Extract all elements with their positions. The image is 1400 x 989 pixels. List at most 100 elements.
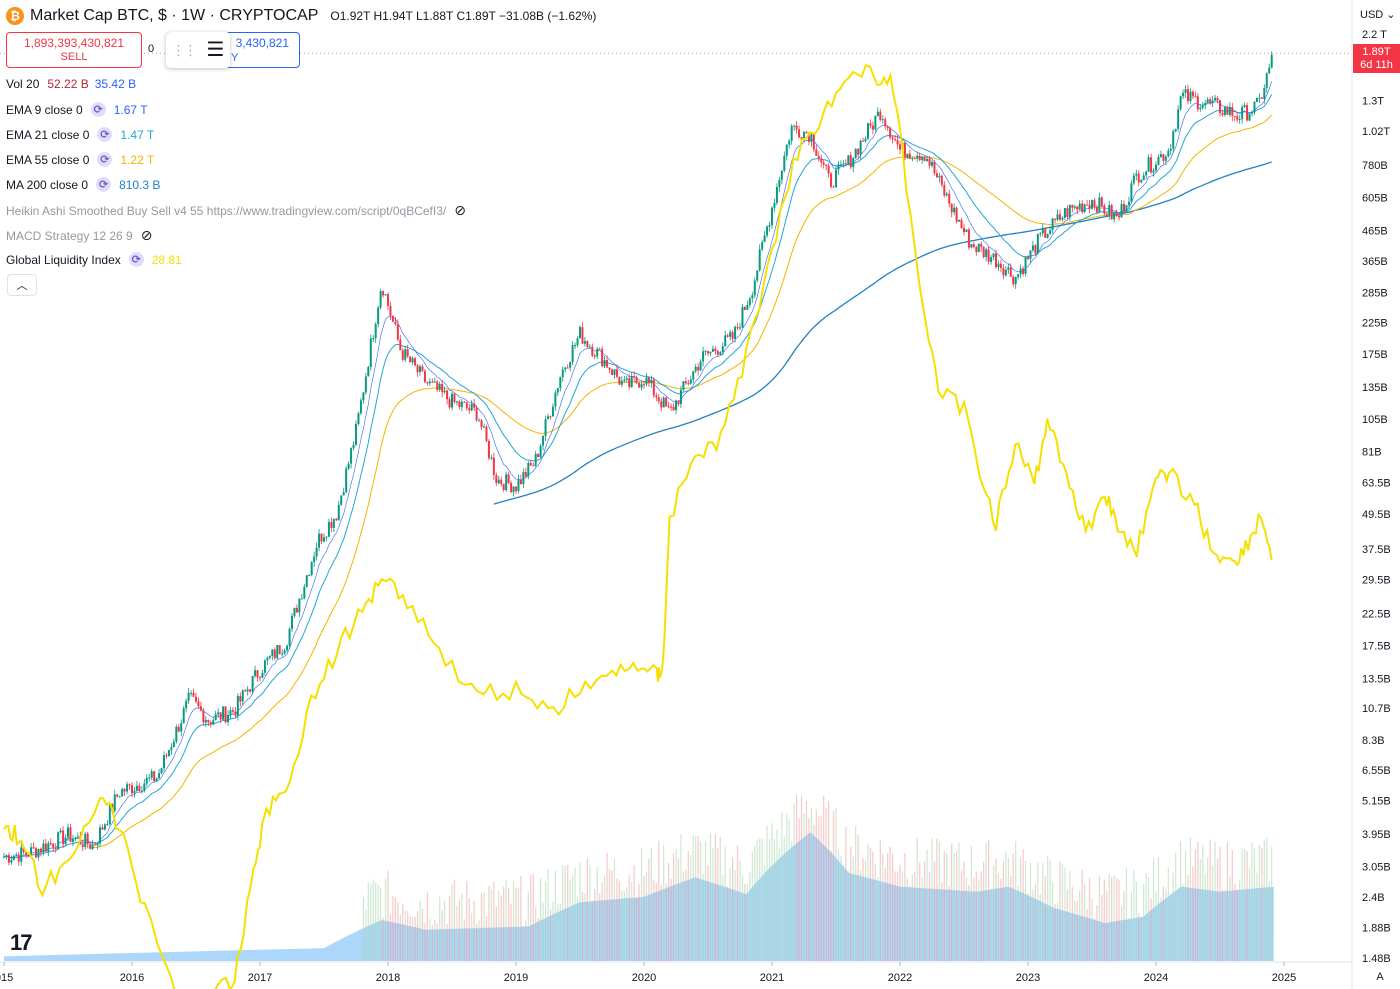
candle-body xyxy=(431,381,434,383)
legend-ema55[interactable]: EMA 55 close 0 ⟳ 1.22 T xyxy=(6,152,154,167)
volume-bar xyxy=(412,917,414,961)
currency-label: USD xyxy=(1360,9,1384,21)
price-tick-label: 465B xyxy=(1362,226,1388,238)
candle-body xyxy=(1022,268,1025,274)
volume-bar xyxy=(1209,839,1211,961)
legend-heikin-ashi[interactable]: Heikin Ashi Smoothed Buy Sell v4 55 http… xyxy=(6,202,466,219)
candle-body xyxy=(283,650,286,654)
candle-body xyxy=(517,479,520,492)
candle-body xyxy=(1091,200,1093,209)
volume-bar xyxy=(1017,885,1019,961)
price-tick-label: 22.5B xyxy=(1362,609,1391,621)
sell-button[interactable]: 1,893,393,430,821 SELL xyxy=(6,32,142,68)
volume-bar xyxy=(488,885,490,961)
legend-macd[interactable]: MACD Strategy 12 26 9 ⊘ xyxy=(6,227,152,244)
legend-ema9[interactable]: EMA 9 close 0 ⟳ 1.67 T xyxy=(6,102,148,117)
price-tick-label: 175B xyxy=(1362,349,1388,361)
hidden-eye-icon[interactable]: ⊘ xyxy=(140,227,153,243)
volume-bar xyxy=(367,882,369,961)
volume-bar xyxy=(714,833,716,961)
candle-body xyxy=(780,170,783,180)
volume-bar xyxy=(380,887,382,961)
volume-bar xyxy=(1098,875,1100,961)
candle-body xyxy=(1019,268,1022,275)
volume-bar xyxy=(663,845,665,961)
candle-body xyxy=(473,403,476,408)
volume-bar xyxy=(781,811,783,961)
volume-bar xyxy=(894,871,896,961)
price-tick-label: 81B xyxy=(1362,447,1382,459)
legend-ma200[interactable]: MA 200 close 0 ⟳ 810.3 B xyxy=(6,177,160,192)
volume-bar xyxy=(1182,883,1184,961)
symbol-title[interactable]: Market Cap BTC, $ · 1W · CRYPTOCAP xyxy=(30,7,319,24)
volume-bar xyxy=(956,851,958,961)
candle-body xyxy=(286,645,289,651)
candle-body xyxy=(419,366,421,373)
candle-body xyxy=(773,202,776,208)
volume-bar xyxy=(776,829,778,961)
candle-body xyxy=(603,359,606,367)
legend-vol[interactable]: Vol 20 52.22 B 35.42 B xyxy=(6,77,136,91)
candle-body xyxy=(871,125,874,130)
settings-lines-icon[interactable]: ☰ xyxy=(206,39,225,61)
candle-body xyxy=(263,660,266,673)
volume-bar xyxy=(973,878,975,961)
volume-bar xyxy=(1056,902,1059,961)
candle-body xyxy=(571,345,574,363)
volume-bar xyxy=(416,911,419,961)
volume-bar xyxy=(1012,853,1014,961)
volume-bar xyxy=(537,918,539,961)
volume-bar xyxy=(446,924,448,961)
tradingview-logo[interactable]: 17 xyxy=(10,930,33,955)
volume-bar xyxy=(928,872,931,961)
candle-body xyxy=(325,536,328,538)
volume-bar xyxy=(606,852,608,961)
candle-body xyxy=(1216,97,1219,101)
candle-body xyxy=(7,855,10,863)
candle-body xyxy=(699,361,702,371)
auto-scale-button[interactable]: A xyxy=(1376,971,1384,983)
hidden-eye-icon[interactable]: ⊘ xyxy=(454,202,466,218)
collapse-legend-button[interactable]: ︿ xyxy=(7,274,37,296)
volume-bar xyxy=(448,895,451,961)
legend-gli[interactable]: Global Liquidity Index ⟳ 28.81 xyxy=(6,252,182,267)
candle-body xyxy=(1012,276,1015,285)
volume-bar xyxy=(754,845,756,961)
candle-body xyxy=(401,350,404,360)
volume-bar xyxy=(522,926,524,961)
drag-handle-icon[interactable]: ⋮⋮ xyxy=(171,41,198,58)
volume-bar xyxy=(938,841,940,961)
candle-body xyxy=(532,465,535,467)
candle-body xyxy=(519,479,522,484)
candle-body xyxy=(165,755,168,757)
candle-body xyxy=(1130,183,1133,202)
volume-bar xyxy=(638,883,640,961)
candle-body xyxy=(512,486,515,493)
volume-bar xyxy=(530,875,532,961)
volume-bar xyxy=(1076,901,1078,961)
candle-body xyxy=(480,420,483,428)
candle-body xyxy=(308,574,311,576)
volume-bar xyxy=(503,886,505,961)
legend-ema21[interactable]: EMA 21 close 0 ⟳ 1.47 T xyxy=(6,127,154,142)
candle-body xyxy=(852,158,855,168)
candle-body xyxy=(507,474,510,483)
candle-body xyxy=(177,726,180,732)
volume-bar xyxy=(744,884,746,961)
currency-selector[interactable]: USD ⌄ xyxy=(1360,9,1396,21)
candle-body xyxy=(303,586,306,599)
candle-body xyxy=(820,158,823,163)
candle-body xyxy=(896,139,899,145)
volume-bar xyxy=(461,893,463,961)
volume-bar xyxy=(429,918,431,961)
volume-bar xyxy=(906,878,908,961)
candle-body xyxy=(15,854,18,857)
volume-bar xyxy=(1042,862,1044,961)
candle-body xyxy=(310,562,313,575)
volume-bar xyxy=(995,858,997,961)
candle-body xyxy=(643,384,645,386)
candle-body xyxy=(389,305,392,316)
trade-widget-menu[interactable]: ⋮⋮ ☰ xyxy=(166,32,230,68)
volume-bar xyxy=(601,882,603,961)
